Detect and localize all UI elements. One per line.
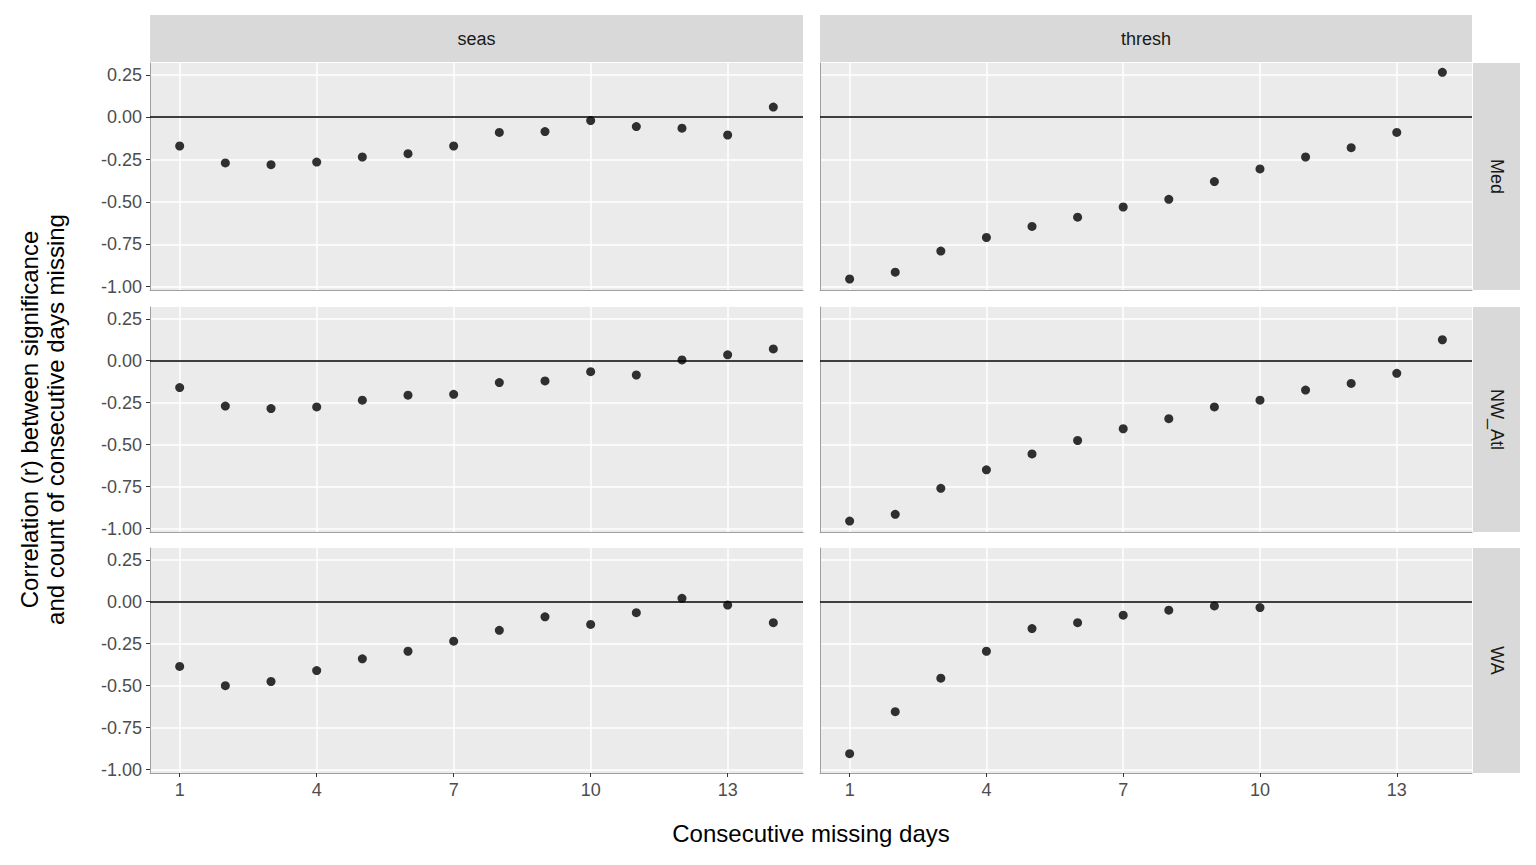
svg-text:0.25: 0.25 [107, 65, 142, 85]
svg-text:-0.25: -0.25 [101, 150, 142, 170]
svg-text:thresh: thresh [1121, 29, 1171, 49]
svg-text:-1.00: -1.00 [101, 519, 142, 539]
svg-text:0.25: 0.25 [107, 550, 142, 570]
svg-text:-0.75: -0.75 [101, 477, 142, 497]
svg-text:WA: WA [1487, 646, 1507, 674]
svg-text:-0.75: -0.75 [101, 718, 142, 738]
svg-text:1: 1 [845, 780, 855, 800]
svg-text:1: 1 [175, 780, 185, 800]
svg-text:4: 4 [312, 780, 322, 800]
svg-text:13: 13 [718, 780, 738, 800]
svg-text:0.25: 0.25 [107, 309, 142, 329]
svg-text:seas: seas [457, 29, 495, 49]
svg-text:0.00: 0.00 [107, 592, 142, 612]
svg-text:and count of consecutive days: and count of consecutive days missing [42, 214, 69, 625]
svg-text:NW_Atl: NW_Atl [1486, 389, 1507, 450]
svg-text:-0.50: -0.50 [101, 676, 142, 696]
svg-text:10: 10 [1250, 780, 1270, 800]
svg-text:0.00: 0.00 [107, 351, 142, 371]
svg-text:Consecutive missing days: Consecutive missing days [672, 820, 949, 847]
svg-text:-0.50: -0.50 [101, 192, 142, 212]
svg-text:10: 10 [581, 780, 601, 800]
svg-text:-0.25: -0.25 [101, 393, 142, 413]
svg-text:-1.00: -1.00 [101, 760, 142, 780]
svg-text:13: 13 [1387, 780, 1407, 800]
svg-text:7: 7 [1118, 780, 1128, 800]
svg-text:Med: Med [1487, 159, 1507, 194]
svg-text:-0.50: -0.50 [101, 435, 142, 455]
svg-text:Correlation (r) between signif: Correlation (r) between significance [16, 231, 43, 609]
svg-text:-0.25: -0.25 [101, 634, 142, 654]
svg-text:-1.00: -1.00 [101, 277, 142, 297]
svg-text:0.00: 0.00 [107, 107, 142, 127]
svg-text:-0.75: -0.75 [101, 234, 142, 254]
svg-text:7: 7 [449, 780, 459, 800]
svg-text:4: 4 [981, 780, 991, 800]
